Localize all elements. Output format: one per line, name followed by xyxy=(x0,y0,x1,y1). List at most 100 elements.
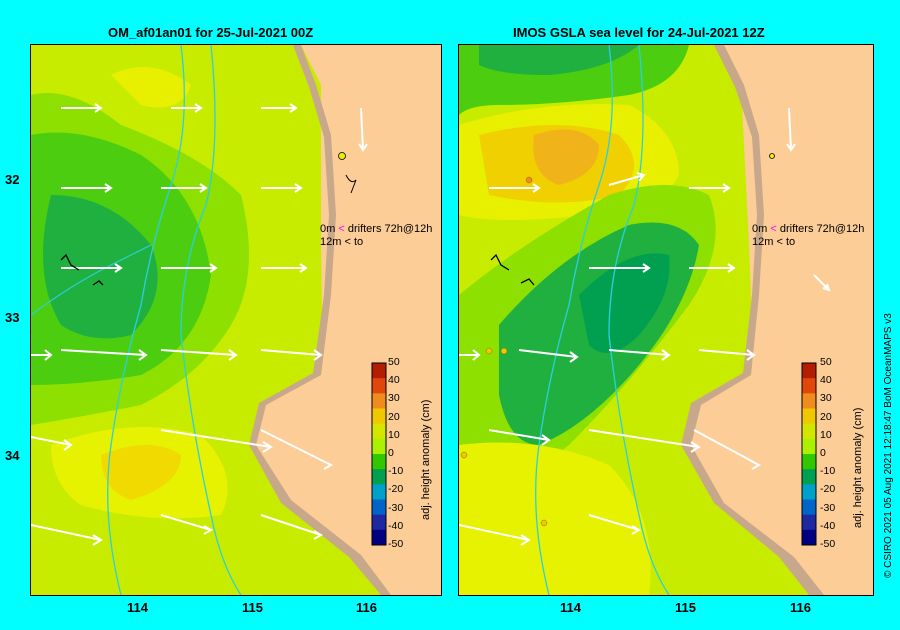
colorbar-segment xyxy=(372,499,386,516)
coast-detail xyxy=(345,174,357,194)
coastline-land xyxy=(256,45,441,595)
colorbar-tick-label: 40 xyxy=(820,374,832,387)
colorbar-tick-label: -10 xyxy=(388,465,404,478)
left-x-tick-115: 115 xyxy=(242,600,263,615)
anomaly-orange-core xyxy=(533,129,599,185)
coastline-land xyxy=(691,45,873,595)
colorbar-tick-label: 30 xyxy=(820,392,832,405)
anomaly-green-inner xyxy=(43,195,158,339)
left-map-svg xyxy=(31,45,441,595)
colorbar-segment xyxy=(802,499,816,516)
legend-arrow-pink: < xyxy=(338,223,345,235)
left-x-tick-116: 116 xyxy=(356,600,377,615)
colorbar-tick-label: 20 xyxy=(820,410,832,423)
anomaly-yellow-patch xyxy=(111,67,191,108)
colorbar-segment xyxy=(372,469,386,485)
legend-text-drifters: drifters 72h@12h xyxy=(347,223,433,235)
anomaly-orange-core xyxy=(101,445,181,500)
legend-arrow-pink: < xyxy=(770,223,777,235)
colorbar-tick-label: 20 xyxy=(388,410,400,423)
right-drifter-legend: 0m < drifters 72h@12h 12m < to xyxy=(752,223,864,249)
colorbar-segment xyxy=(802,423,816,440)
left-panel-title: OM_af01an01 for 25-Jul-2021 00Z xyxy=(108,25,314,40)
left-x-tick-114: 114 xyxy=(127,600,148,615)
station-marker xyxy=(338,152,346,160)
colorbar-tick-label: -40 xyxy=(820,519,836,532)
colorbar-border xyxy=(801,362,817,546)
colorbar-tick-label: -50 xyxy=(388,538,404,550)
colorbar-tick-label: -30 xyxy=(388,501,404,514)
legend-depth-0m: 0m xyxy=(752,223,768,235)
colorbar-segment xyxy=(802,378,816,394)
observation-dots xyxy=(460,176,548,527)
right-x-tick-114: 114 xyxy=(560,600,581,615)
legend-depth-12m: 12m xyxy=(752,236,774,248)
colorbar-tick-label: 0 xyxy=(388,447,394,459)
colorbar-segment xyxy=(372,484,386,500)
colorbar-segment xyxy=(802,529,816,546)
colorbar-tick-label: -20 xyxy=(820,483,836,496)
colorbar-segment xyxy=(372,423,386,440)
colorbar-segment xyxy=(372,378,386,394)
colorbar-segment xyxy=(372,454,386,470)
colorbar-segment xyxy=(802,469,816,485)
colorbar-tick-label: 10 xyxy=(388,428,400,441)
right-map-svg xyxy=(459,45,873,595)
colorbar-tick-label: 10 xyxy=(820,428,832,441)
legend-text-to: to xyxy=(353,236,364,248)
y-tick-33: 33 xyxy=(5,310,20,325)
legend-text-to: to xyxy=(785,236,796,248)
y-tick-32: 32 xyxy=(5,172,20,187)
colorbar-border xyxy=(371,362,387,546)
colorbar-segment xyxy=(372,363,386,379)
right-x-tick-115: 115 xyxy=(675,600,696,615)
anomaly-green-inner xyxy=(579,253,670,353)
colorbar-segment xyxy=(802,454,816,470)
legend-arrow-black: < xyxy=(776,236,783,248)
colorbar-tick-label: -30 xyxy=(820,501,836,514)
colorbar-tick-label: 40 xyxy=(388,374,400,387)
left-map-panel[interactable] xyxy=(30,44,442,596)
left-colorbar xyxy=(371,362,387,546)
shelf-strip xyxy=(681,45,824,595)
isobath-line-3 xyxy=(31,244,152,316)
colorbar-tick-label: -40 xyxy=(388,519,404,532)
legend-depth-0m: 0m xyxy=(320,223,336,235)
drifter-tracks xyxy=(60,253,104,286)
colorbar-segment xyxy=(802,408,816,425)
right-x-tick-116: 116 xyxy=(790,600,811,615)
colorbar-segment xyxy=(372,514,386,531)
colorbar-segment xyxy=(372,408,386,425)
colorbar-tick-label: 0 xyxy=(820,447,826,459)
left-drifter-legend: 0m < drifters 72h@12h 12m < to xyxy=(320,223,432,249)
anomaly-yellow-south xyxy=(459,442,651,595)
y-tick-34: 34 xyxy=(5,448,20,463)
station-marker xyxy=(769,153,775,159)
colorbar-tick-label: -20 xyxy=(388,483,404,496)
legend-text-drifters: drifters 72h@12h xyxy=(779,223,865,235)
colorbar-segment xyxy=(802,438,816,455)
colorbar-tick-label: 50 xyxy=(820,356,832,368)
colorbar-segment xyxy=(802,484,816,500)
current-arrows xyxy=(459,107,831,546)
colorbar-tick-label: 30 xyxy=(388,392,400,405)
right-colorbar-title: adj. height anomaly (cm) xyxy=(852,407,864,528)
isobath-line-1 xyxy=(107,45,185,595)
current-arrows xyxy=(31,103,368,546)
colorbar-tick-label: 50 xyxy=(388,356,400,368)
left-colorbar-title: adj. height anomaly (cm) xyxy=(420,399,432,520)
colorbar-segment xyxy=(372,393,386,409)
colorbar-segment xyxy=(372,529,386,546)
right-map-panel[interactable] xyxy=(458,44,874,596)
colorbar-segment xyxy=(372,438,386,455)
credit-text: © CSIRO 2021 05 Aug 2021 12:18:47 BoM Oc… xyxy=(883,313,894,578)
drifter-tracks xyxy=(490,253,535,286)
legend-depth-12m: 12m xyxy=(320,236,342,248)
legend-arrow-black: < xyxy=(344,236,351,248)
colorbar-segment xyxy=(802,514,816,531)
colorbar-tick-label: -50 xyxy=(820,538,836,550)
isobath-line-2 xyxy=(180,45,242,595)
right-panel-title: IMOS GSLA sea level for 24-Jul-2021 12Z xyxy=(513,25,765,40)
isobath-line-1 xyxy=(535,45,613,595)
anomaly-green-north-core xyxy=(479,45,639,75)
